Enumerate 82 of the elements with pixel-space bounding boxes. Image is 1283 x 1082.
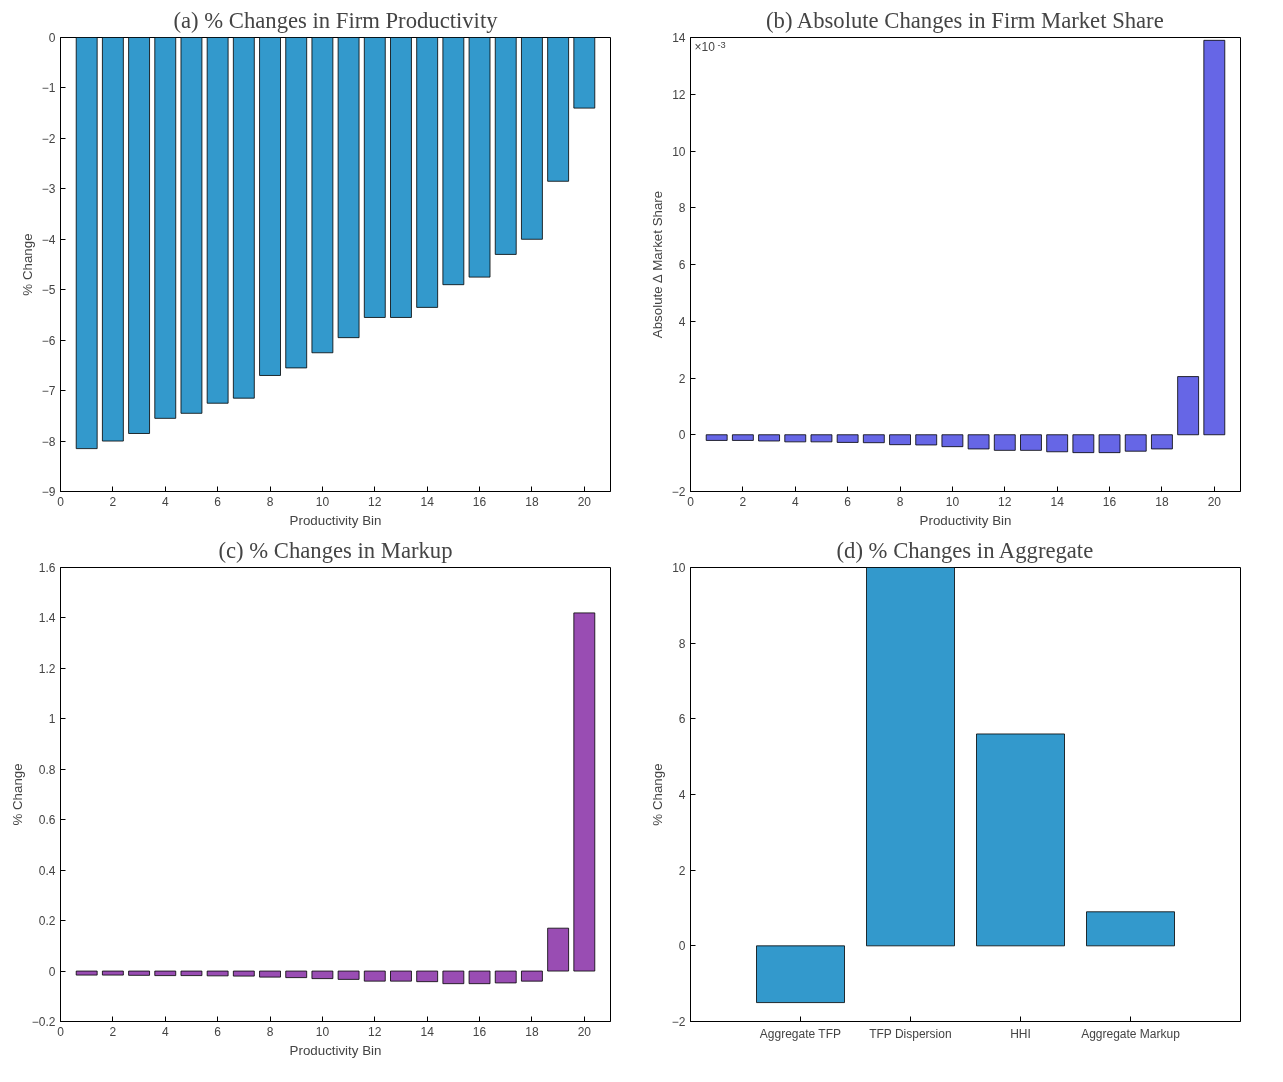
y-tick-label: 0.8	[38, 762, 56, 777]
chart-title: (a) % Changes in Firm Productivity	[173, 7, 499, 33]
x-tick-label: 16	[1102, 494, 1117, 509]
x-tick-label: 14	[420, 1024, 435, 1039]
x-tick-label: 2	[109, 1024, 117, 1039]
y-tick-label: 10	[672, 144, 686, 159]
x-tick-label: 12	[368, 494, 382, 509]
x-tick-label: 16	[472, 494, 487, 509]
y-tick-label: 0	[48, 964, 56, 979]
y-tick-label: 8	[678, 201, 686, 216]
x-tick-label: 12	[998, 494, 1012, 509]
x-tick-label: Aggregate TFP	[759, 1026, 841, 1041]
y-tick-label: 0.4	[38, 863, 56, 878]
y-tick-label: 4	[678, 788, 686, 802]
x-tick-label: 20	[577, 494, 592, 509]
x-axis-title: Productivity Bin	[919, 512, 1012, 528]
x-tick-label: 14	[1050, 494, 1065, 509]
y-tick-label: 6	[678, 712, 686, 727]
y-tick-label: 12	[672, 87, 686, 102]
x-tick-label: 18	[525, 1024, 539, 1039]
x-tick-label: 6	[844, 494, 852, 509]
y-tick-label: 10	[672, 561, 686, 575]
y-tick-label: −2	[671, 1015, 686, 1029]
x-tick-label: 4	[161, 494, 169, 509]
x-tick-label: 6	[214, 1024, 222, 1039]
x-tick-label: 4	[161, 1024, 169, 1039]
x-tick-label: 20	[577, 1024, 592, 1039]
y-tick-label: 0	[48, 31, 56, 45]
y-tick-label: −5	[41, 283, 56, 298]
y-tick-label: −6	[41, 333, 56, 348]
x-tick-label: 6	[214, 494, 222, 509]
annotation: ×10-3	[694, 39, 726, 54]
y-tick-label: −8	[41, 434, 56, 449]
y-axis-title: Absolute ∆ Market Share	[649, 190, 665, 339]
x-tick-label: 10	[315, 1024, 330, 1039]
x-axis-title: Productivity Bin	[289, 1042, 382, 1058]
chart-title: (b) Absolute Changes in Firm Market Share	[766, 7, 1164, 33]
y-tick-label: 0.6	[38, 813, 56, 828]
y-tick-label: −7	[41, 384, 56, 399]
y-axis-title: % Change	[19, 233, 35, 296]
x-tick-label: 8	[266, 494, 274, 509]
x-tick-label: 20	[1207, 494, 1222, 509]
x-tick-label: TFP Dispersion	[869, 1026, 952, 1041]
x-tick-label: 8	[896, 494, 904, 509]
x-tick-label: 4	[791, 494, 799, 509]
x-tick-label: 18	[1155, 494, 1169, 509]
x-tick-label: HHI	[1010, 1026, 1031, 1041]
y-tick-label: 1.4	[38, 611, 56, 626]
y-tick-label: 1.6	[38, 561, 56, 575]
x-tick-label: 12	[368, 1024, 382, 1039]
y-tick-label: 2	[678, 371, 686, 386]
x-tick-label: 14	[420, 494, 435, 509]
chart-title: (c) % Changes in Markup	[218, 537, 453, 563]
y-tick-label: 0	[678, 939, 686, 954]
y-tick-label: 2	[678, 863, 686, 878]
x-tick-label: 10	[945, 494, 960, 509]
y-tick-label: 0	[678, 428, 686, 443]
y-tick-label: 0.2	[38, 914, 56, 929]
y-tick-label: 1	[48, 712, 56, 727]
y-tick-label: 14	[672, 31, 686, 45]
x-tick-label: 16	[472, 1024, 487, 1039]
y-tick-label: −2	[41, 131, 56, 146]
y-tick-label: −3	[41, 182, 56, 197]
x-tick-label: 8	[266, 1024, 274, 1039]
y-tick-label: 8	[678, 636, 686, 651]
y-tick-label: −2	[671, 485, 686, 499]
y-tick-label: 4	[678, 314, 686, 329]
x-tick-label: 2	[109, 494, 117, 509]
y-axis-title: % Change	[649, 763, 665, 826]
x-axis-title: Productivity Bin	[289, 512, 382, 528]
x-tick-label: 18	[525, 494, 539, 509]
y-tick-label: −1	[41, 81, 56, 96]
x-tick-label: 10	[315, 494, 330, 509]
y-tick-label: −0.2	[31, 1015, 56, 1029]
y-tick-label: −4	[41, 232, 56, 247]
x-tick-label: 2	[739, 494, 747, 509]
y-tick-label: 6	[678, 258, 686, 272]
y-tick-label: 1.2	[38, 661, 56, 676]
x-tick-label: Aggregate Markup	[1081, 1026, 1181, 1041]
y-axis-title: % Change	[9, 763, 25, 826]
chart-title: (d) % Changes in Aggregate	[836, 537, 1094, 563]
y-tick-label: −9	[41, 485, 56, 499]
